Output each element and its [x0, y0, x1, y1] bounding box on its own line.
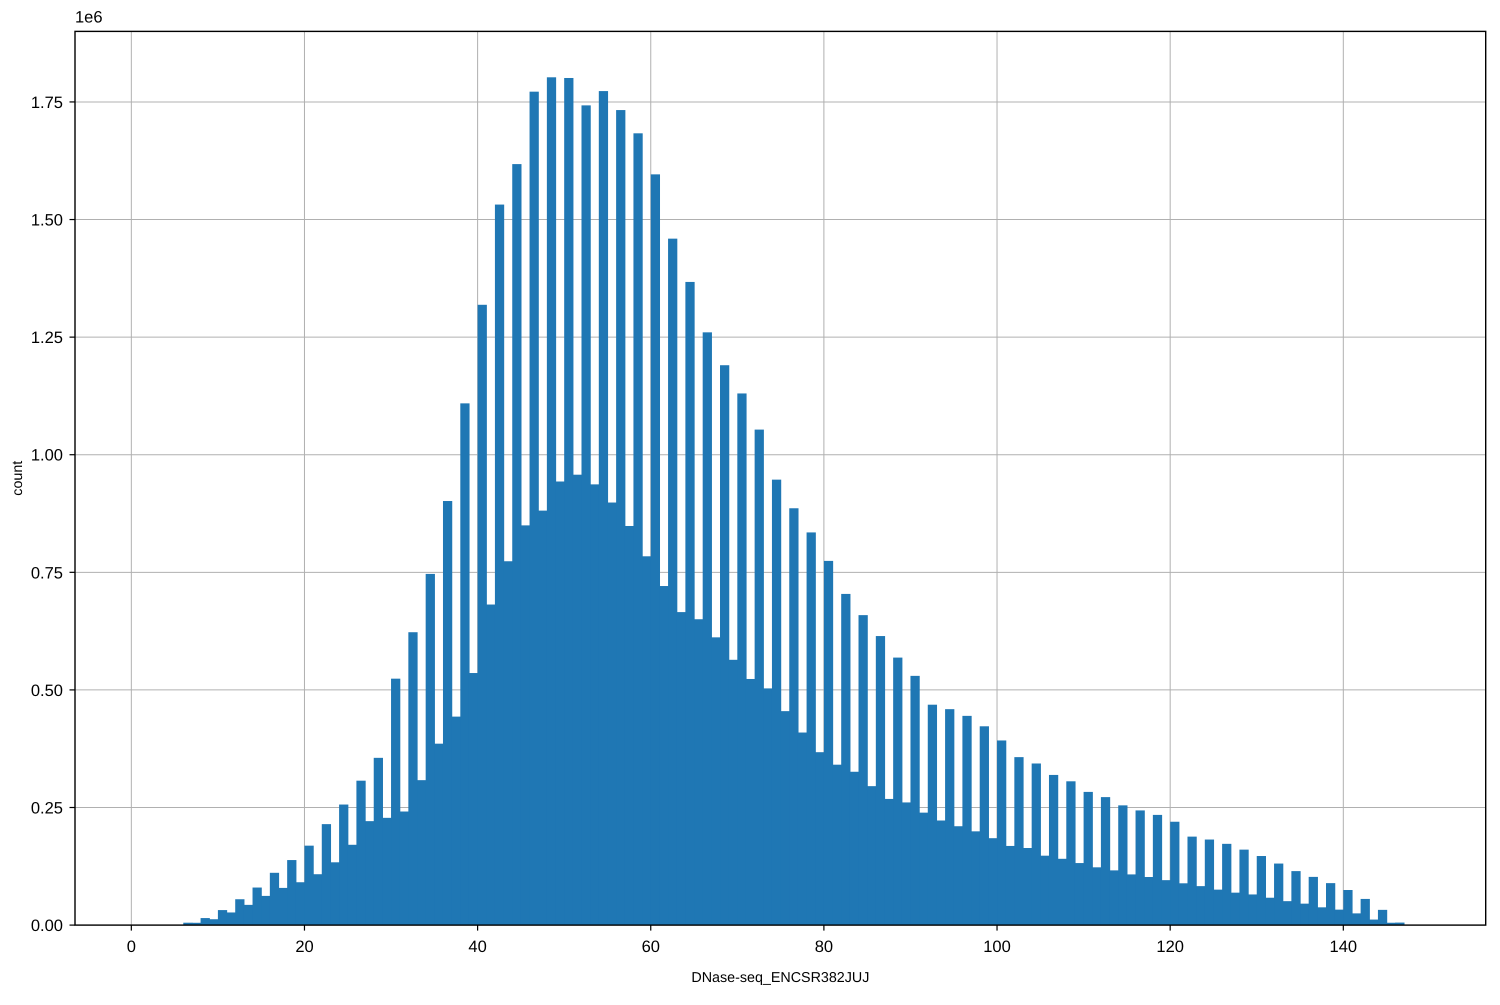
- svg-text:1.50: 1.50: [31, 212, 63, 230]
- svg-text:40: 40: [468, 938, 486, 956]
- svg-text:1.00: 1.00: [31, 447, 63, 465]
- svg-text:100: 100: [983, 938, 1011, 956]
- svg-text:120: 120: [1156, 938, 1184, 956]
- svg-text:20: 20: [295, 938, 313, 956]
- svg-text:0.75: 0.75: [31, 564, 63, 582]
- svg-text:0.00: 0.00: [31, 917, 63, 935]
- svg-text:140: 140: [1330, 938, 1358, 956]
- svg-text:80: 80: [815, 938, 833, 956]
- svg-text:DNase-seq_ENCSR382JUJ: DNase-seq_ENCSR382JUJ: [691, 970, 869, 986]
- svg-text:0.50: 0.50: [31, 682, 63, 700]
- svg-text:1.75: 1.75: [31, 94, 63, 112]
- svg-text:count: count: [10, 461, 26, 496]
- svg-text:1e6: 1e6: [75, 8, 103, 26]
- svg-text:0: 0: [127, 938, 136, 956]
- svg-text:0.25: 0.25: [31, 800, 63, 818]
- svg-text:1.25: 1.25: [31, 329, 63, 347]
- svg-text:60: 60: [642, 938, 660, 956]
